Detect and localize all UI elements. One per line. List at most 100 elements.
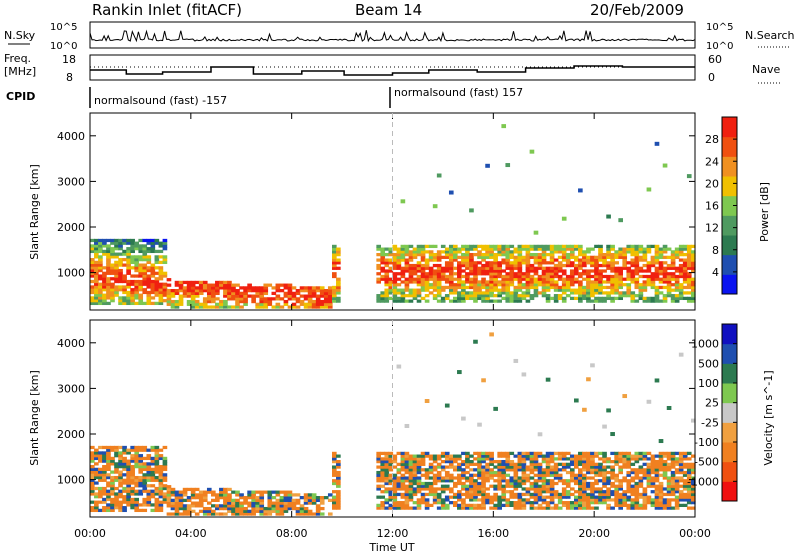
range-gate-cell [311, 498, 317, 502]
range-gate-cell [545, 473, 551, 477]
range-gate-cell [670, 272, 676, 276]
range-gate-cell [626, 283, 632, 287]
range-gate-cell [582, 252, 587, 257]
range-gate-cell [134, 268, 139, 273]
range-gate-cell [477, 506, 482, 510]
range-gate-cell [98, 486, 103, 491]
range-gate-cell [477, 250, 482, 254]
range-gate-cell [134, 500, 139, 504]
range-gate-cell [626, 484, 632, 488]
range-gate-cell [448, 190, 454, 195]
range-gate-cell [94, 290, 99, 295]
range-gate-cell [650, 503, 656, 508]
range-gate-cell [106, 462, 111, 466]
range-gate-cell [582, 261, 587, 265]
range-gate-cell [267, 512, 273, 516]
range-gate-cell [557, 506, 563, 510]
range-gate-cell [162, 258, 168, 262]
range-gate-cell [94, 266, 99, 270]
range-gate-cell [682, 454, 688, 458]
range-gate-cell [424, 250, 430, 254]
range-gate-cell [561, 288, 567, 292]
range-gate-cell [424, 498, 430, 502]
range-gate-cell [106, 492, 111, 496]
range-gate-cell [114, 462, 119, 466]
range-gate-cell [138, 489, 144, 493]
range-gate-cell [630, 498, 636, 502]
range-gate-cell [130, 301, 135, 306]
range-gate-cell [533, 266, 539, 270]
range-gate-cell [549, 451, 555, 456]
range-gate-cell [392, 498, 398, 502]
range-gate-cell [408, 490, 414, 494]
range-gate-cell [650, 454, 656, 458]
range-gate-cell [336, 476, 341, 480]
range-gate-cell [590, 495, 595, 499]
range-gate-cell [453, 501, 458, 505]
range-gate-cell [582, 255, 587, 259]
range-gate-cell [602, 252, 607, 257]
range-gate-cell [497, 476, 502, 480]
range-gate-cell [674, 479, 680, 483]
range-gate-cell [106, 448, 111, 452]
range-gate-cell [323, 302, 329, 306]
range-gate-cell [646, 266, 652, 270]
range-gate-cell [541, 476, 547, 480]
range-gate-cell [420, 492, 426, 497]
range-gate-cell [674, 296, 680, 301]
range-gate-cell [630, 468, 636, 472]
range-gate-cell [610, 506, 615, 510]
range-gate-cell [565, 280, 571, 284]
range-gate-cell [618, 457, 623, 461]
range-gate-cell [477, 261, 482, 265]
range-gate-cell [590, 501, 595, 505]
range-gate-cell [130, 497, 135, 502]
range-gate-cell [678, 490, 684, 494]
range-gate-cell [90, 279, 95, 284]
range-gate-cell [98, 285, 103, 289]
range-gate-cell [98, 249, 103, 254]
range-gate-cell [150, 489, 156, 493]
range-gate-cell [166, 496, 172, 500]
range-gate-cell [90, 274, 95, 278]
range-gate-cell [134, 481, 139, 485]
range-gate-cell [400, 247, 406, 251]
range-gate-cell [231, 490, 236, 494]
range-gate-cell [239, 291, 244, 295]
range-gate-cell [211, 289, 216, 293]
range-gate-cell [574, 247, 579, 251]
colorbar-tick-label: -100 [694, 436, 719, 449]
range-gate-cell [521, 498, 527, 502]
range-gate-cell [517, 481, 523, 486]
range-gate-cell [178, 299, 184, 304]
range-gate-cell [606, 408, 611, 413]
range-gate-cell [90, 492, 95, 496]
range-gate-cell [642, 498, 648, 502]
range-gate-cell [182, 512, 188, 516]
range-gate-cell [574, 462, 579, 466]
range-gate-cell [457, 266, 462, 270]
range-gate-cell [428, 291, 434, 295]
range-gate-cell [416, 252, 422, 257]
range-gate-cell [110, 271, 115, 275]
range-gate-cell [630, 492, 636, 497]
range-gate-cell [505, 244, 511, 249]
range-gate-cell [299, 289, 305, 293]
range-gate-cell [610, 490, 615, 494]
range-gate-cell [622, 247, 628, 251]
range-gate-cell [630, 277, 636, 281]
range-gate-cell [642, 470, 648, 475]
range-gate-cell [388, 476, 394, 480]
range-gate-cell [444, 498, 450, 502]
range-gate-cell [525, 247, 531, 251]
range-gate-cell [259, 305, 265, 309]
range-gate-cell [384, 473, 390, 477]
range-gate-cell [162, 497, 168, 502]
range-gate-cell [436, 465, 442, 469]
range-gate-cell [130, 500, 135, 504]
range-gate-cell [436, 269, 442, 273]
range-gate-cell [98, 475, 103, 480]
range-gate-cell [574, 498, 579, 502]
range-gate-cell [404, 299, 410, 303]
